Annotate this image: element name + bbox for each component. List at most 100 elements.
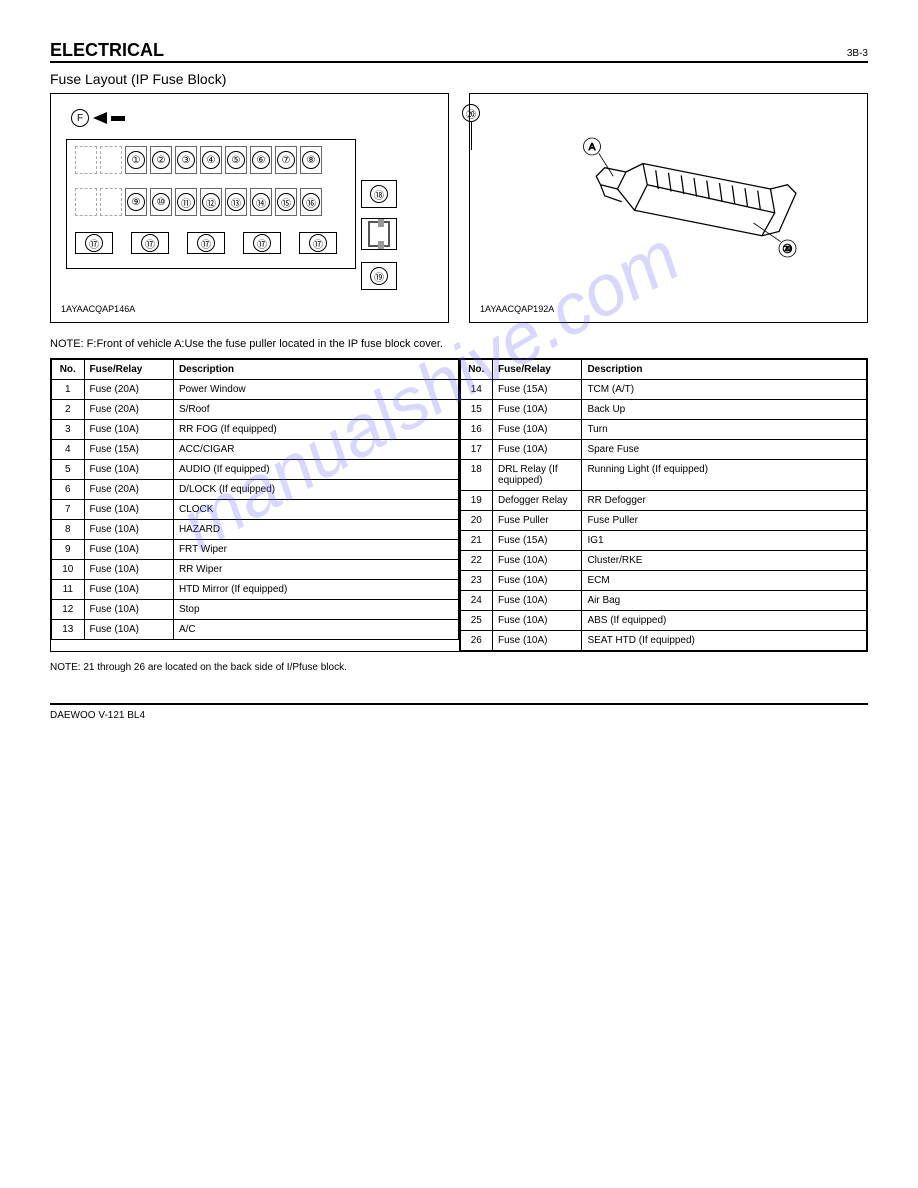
table-cell: Fuse (10A) xyxy=(84,560,173,580)
table-row: 24Fuse (10A)Air Bag xyxy=(460,591,867,611)
table-cell: 5 xyxy=(52,460,85,480)
table-cell: 6 xyxy=(52,480,85,500)
table-row: 26Fuse (10A)SEAT HTD (If equipped) xyxy=(460,631,867,651)
table-row: 6Fuse (20A)D/LOCK (If equipped) xyxy=(52,480,459,500)
table-cell: 19 xyxy=(460,491,493,511)
table-cell: Air Bag xyxy=(582,591,867,611)
fuse-block: ① ② ③ ④ ⑤ ⑥ ⑦ ⑧ ⑨ ⑩ ⑪ xyxy=(66,139,356,269)
table-cell: Fuse (10A) xyxy=(84,620,173,640)
table-cell: Fuse (10A) xyxy=(493,551,582,571)
table-row: 20Fuse PullerFuse Puller xyxy=(460,511,867,531)
table-cell: HAZARD xyxy=(173,520,458,540)
table-cell: Fuse (10A) xyxy=(84,540,173,560)
table-cell: Fuse (15A) xyxy=(493,380,582,400)
fuse-slot: ⑯ xyxy=(300,188,322,216)
fuse-wide: ⑰ xyxy=(187,232,225,254)
post-note: NOTE: 21 through 26 are located on the b… xyxy=(50,662,868,673)
table-cell: 7 xyxy=(52,500,85,520)
table-cell: Stop xyxy=(173,600,458,620)
fuse-table-right: No. Fuse/Relay Description 14Fuse (15A)T… xyxy=(460,359,868,651)
side-box-20 xyxy=(361,218,397,250)
fuse-slot: ⑮ xyxy=(275,188,297,216)
table-cell: 22 xyxy=(460,551,493,571)
svg-text:⑳: ⑳ xyxy=(783,244,793,254)
f-label: F xyxy=(71,109,89,127)
table-cell: 10 xyxy=(52,560,85,580)
fuse-slot: ① xyxy=(125,146,147,174)
table-row: 4Fuse (15A)ACC/CIGAR xyxy=(52,440,459,460)
table-cell: Fuse (10A) xyxy=(84,500,173,520)
table-cell: ACC/CIGAR xyxy=(173,440,458,460)
table-cell: Fuse (10A) xyxy=(493,591,582,611)
fuse-slot: ⑫ xyxy=(200,188,222,216)
fuse-empty xyxy=(100,146,122,174)
table-cell: 17 xyxy=(460,440,493,460)
table-cell: 12 xyxy=(52,600,85,620)
table-cell: RR Defogger xyxy=(582,491,867,511)
diagram-id: 1AYAACQAP146A xyxy=(61,304,135,314)
table-row: 18DRL Relay (If equipped)Running Light (… xyxy=(460,460,867,491)
table-cell: Defogger Relay xyxy=(493,491,582,511)
table-cell: Fuse (10A) xyxy=(493,611,582,631)
table-cell: FRT Wiper xyxy=(173,540,458,560)
arrow-icon xyxy=(93,112,107,124)
table-row: 14Fuse (15A)TCM (A/T) xyxy=(460,380,867,400)
table-cell: Fuse (10A) xyxy=(84,580,173,600)
col-fuse: Fuse/Relay xyxy=(84,360,173,380)
col-desc: Description xyxy=(582,360,867,380)
fuse-wide: ⑰ xyxy=(131,232,169,254)
table-row: 8Fuse (10A)HAZARD xyxy=(52,520,459,540)
table-cell: A/C xyxy=(173,620,458,640)
fuse-slot: ⑤ xyxy=(225,146,247,174)
puller-diagram: A ⑳ 1AYAACQAP192A xyxy=(469,93,868,323)
table-row: 23Fuse (10A)ECM xyxy=(460,571,867,591)
col-fuse: Fuse/Relay xyxy=(493,360,582,380)
fuse-slot: ⑪ xyxy=(175,188,197,216)
fuse-slot: ⑥ xyxy=(250,146,272,174)
table-row: 2Fuse (20A)S/Roof xyxy=(52,400,459,420)
table-cell: AUDIO (If equipped) xyxy=(173,460,458,480)
table-cell: Fuse (10A) xyxy=(493,420,582,440)
table-cell: 14 xyxy=(460,380,493,400)
table-cell: DRL Relay (If equipped) xyxy=(493,460,582,491)
table-row: 7Fuse (10A)CLOCK xyxy=(52,500,459,520)
table-cell: Turn xyxy=(582,420,867,440)
table-cell: 3 xyxy=(52,420,85,440)
fuse-wide: ⑰ xyxy=(299,232,337,254)
fuse-slot: ② xyxy=(150,146,172,174)
table-cell: IG1 xyxy=(582,531,867,551)
table-row: 25Fuse (10A)ABS (If equipped) xyxy=(460,611,867,631)
table-cell: Fuse Puller xyxy=(493,511,582,531)
table-cell: Fuse (15A) xyxy=(493,531,582,551)
table-cell: Fuse (10A) xyxy=(493,571,582,591)
table-cell: 9 xyxy=(52,540,85,560)
side-box-19: ⑲ xyxy=(361,262,397,290)
table-cell: 16 xyxy=(460,420,493,440)
table-cell: 26 xyxy=(460,631,493,651)
table-row: 3Fuse (10A)RR FOG (If equipped) xyxy=(52,420,459,440)
page-header: ELECTRICAL 3B-3 xyxy=(50,40,868,63)
table-cell: 23 xyxy=(460,571,493,591)
table-cell: RR FOG (If equipped) xyxy=(173,420,458,440)
table-cell: Spare Fuse xyxy=(582,440,867,460)
table-cell: CLOCK xyxy=(173,500,458,520)
table-cell: 21 xyxy=(460,531,493,551)
header-sub: 3B-3 xyxy=(847,48,868,59)
table-cell: 20 xyxy=(460,511,493,531)
fuse-slot: ⑨ xyxy=(125,188,147,216)
fuse-slot: ⑩ xyxy=(150,188,172,216)
table-row: 5Fuse (10A)AUDIO (If equipped) xyxy=(52,460,459,480)
table-cell: Fuse (10A) xyxy=(84,460,173,480)
fuse-empty xyxy=(75,146,97,174)
fuse-puller-icon: A ⑳ xyxy=(480,104,857,274)
table-cell: Back Up xyxy=(582,400,867,420)
table-cell: 18 xyxy=(460,460,493,491)
table-row: 22Fuse (10A)Cluster/RKE xyxy=(460,551,867,571)
table-row: 1Fuse (20A)Power Window xyxy=(52,380,459,400)
table-cell: 1 xyxy=(52,380,85,400)
fuse-slot: ⑭ xyxy=(250,188,272,216)
table-cell: Fuse (10A) xyxy=(493,400,582,420)
table-cell: Power Window xyxy=(173,380,458,400)
table-cell: 15 xyxy=(460,400,493,420)
table-cell: Fuse (10A) xyxy=(493,440,582,460)
